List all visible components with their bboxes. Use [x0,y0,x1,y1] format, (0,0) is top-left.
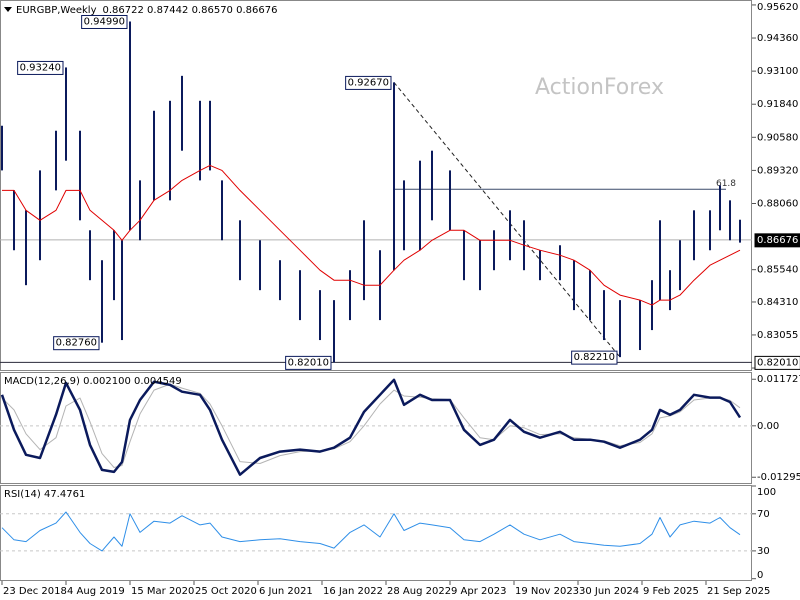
price-annotation: 0.82010 [288,357,329,368]
panel-label: RSI(14) 47.4761 [4,489,85,500]
rsi-panel [0,485,752,581]
macd-line [0,378,742,476]
y-tick-label: 0.94360 [757,33,798,44]
x-tick-label: 21 Sep 2025 [707,586,770,597]
y-tick-label: 0.00 [757,421,779,432]
y-tick-label: 0 [757,570,763,581]
y-tick-label: 0.90580 [757,132,798,143]
x-tick-label: 9 Feb 2025 [643,586,699,597]
y-tick-label: 0.95620 [757,2,798,13]
x-tick-label: 6 Jun 2021 [259,586,313,597]
fib-label: 61.8 [716,179,736,189]
y-tick-label: 0.83055 [757,330,798,341]
x-tick-label: 25 Oct 2020 [195,586,257,597]
watermark: ActionForex [535,75,664,100]
price-annotation: 0.94990 [84,16,125,27]
y-tick-label: 0.84310 [757,297,798,308]
x-tick-label: 16 Jan 2022 [323,586,383,597]
macd-panel [0,372,752,484]
rsi-line [1,511,741,552]
price-annotation: 0.82210 [574,352,615,363]
label-box [754,233,800,248]
price-panel [0,0,752,371]
label-box [345,75,392,90]
x-tick-label: 9 Apr 2023 [451,586,506,597]
signal-line [1,383,741,468]
menu-arrow [4,7,12,12]
y-tick-label: 0.91840 [757,99,798,110]
ohlc-values: 0.86722 0.87442 0.86570 0.86676 [103,5,278,16]
x-tick-label: 28 Aug 2022 [387,586,451,597]
price-annotation: 0.92670 [348,77,389,88]
label-box [17,60,64,75]
price-line-label: 0.82010 [757,357,798,368]
label-box [81,14,128,29]
x-tick-label: 19 Nov 2023 [515,586,579,597]
trend-line [393,82,621,358]
panel-label: MACD(12,26,9) 0.002100 0.004549 [4,376,182,387]
label-box [285,355,332,370]
chart-title: EURGBP,Weekly [16,5,97,16]
price-annotation: 0.82760 [56,338,97,349]
y-tick-label: 70 [757,509,770,520]
label-box [754,355,800,370]
y-tick-label: 30 [757,546,770,557]
y-tick-label: 0.011727 [757,374,800,385]
y-tick-label: 0.88060 [757,198,798,209]
y-tick-label: 0.85540 [757,265,798,276]
y-tick-label: 0.93100 [757,66,798,77]
price-line-label: 0.86676 [757,235,798,246]
y-tick-label: 100 [757,487,776,498]
y-tick-label: 0.89320 [757,165,798,176]
price-annotation: 0.93240 [20,62,61,73]
x-tick-label: 4 Aug 2019 [67,586,125,597]
label-box [53,336,100,351]
x-tick-label: 30 Jun 2024 [579,586,639,597]
x-tick-label: 15 Mar 2020 [131,586,194,597]
x-tick-label: 23 Dec 2018 [3,586,67,597]
label-box [571,350,618,365]
moving-average [2,164,741,306]
